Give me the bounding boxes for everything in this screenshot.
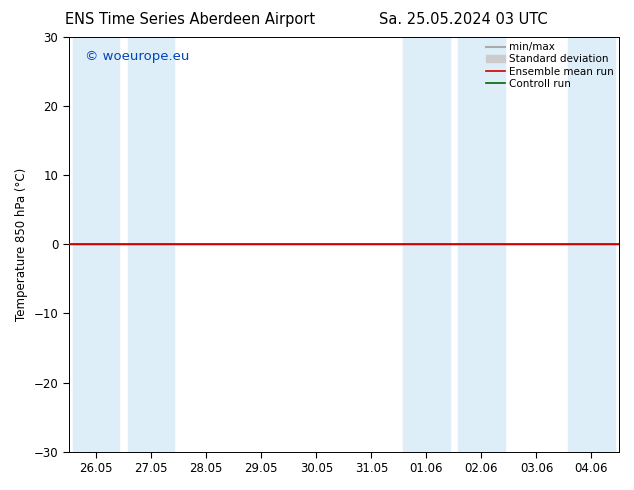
Text: Sa. 25.05.2024 03 UTC: Sa. 25.05.2024 03 UTC: [378, 12, 547, 27]
Legend: min/max, Standard deviation, Ensemble mean run, Controll run: min/max, Standard deviation, Ensemble me…: [484, 40, 616, 91]
Bar: [403, 37, 450, 452]
Text: © woeurope.eu: © woeurope.eu: [85, 49, 190, 63]
Bar: [458, 37, 505, 452]
Text: ENS Time Series Aberdeen Airport: ENS Time Series Aberdeen Airport: [65, 12, 315, 27]
Bar: [568, 37, 614, 452]
Bar: [73, 37, 119, 452]
Bar: [128, 37, 174, 452]
Y-axis label: Temperature 850 hPa (°C): Temperature 850 hPa (°C): [15, 168, 28, 321]
